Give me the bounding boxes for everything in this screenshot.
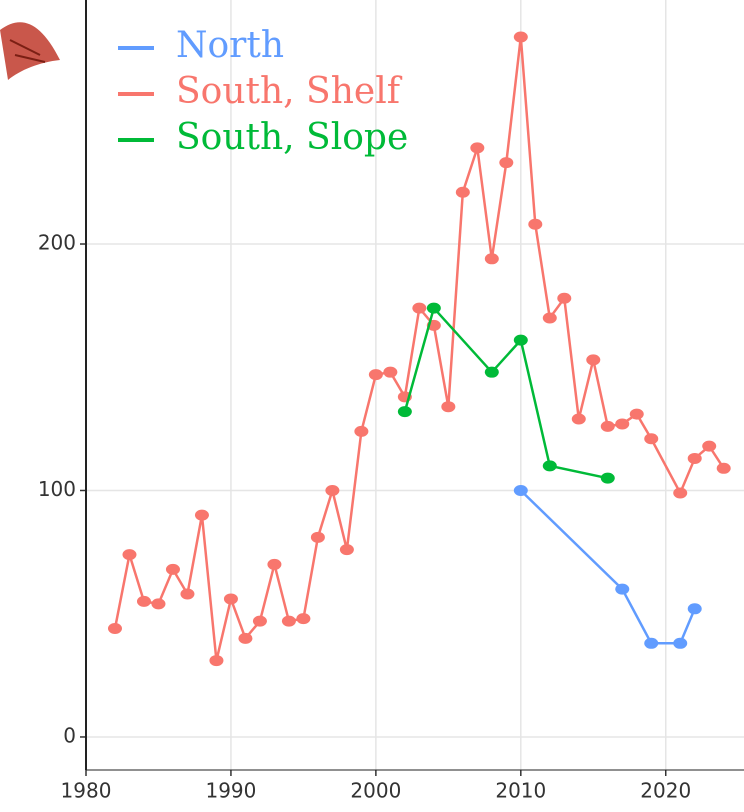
data-point [586, 354, 601, 366]
data-point [107, 623, 122, 635]
data-point [615, 583, 630, 595]
data-point [122, 549, 137, 561]
data-point [687, 452, 702, 464]
data-point [513, 31, 528, 43]
data-point [644, 433, 659, 445]
data-point [557, 292, 572, 304]
data-point [136, 595, 151, 607]
data-point [151, 598, 166, 610]
data-point [238, 632, 253, 644]
data-point [412, 302, 427, 314]
data-point [383, 366, 398, 378]
data-point [600, 472, 615, 484]
data-point [542, 460, 557, 472]
data-point [441, 401, 456, 413]
data-point [180, 588, 195, 600]
x-tick-label: 2020 [640, 779, 691, 803]
x-tick-label: 1980 [61, 779, 112, 803]
data-point [629, 408, 644, 420]
data-point [673, 487, 688, 499]
legend-label: South, Shelf [176, 71, 403, 112]
data-point [499, 157, 514, 169]
data-point [484, 366, 499, 378]
data-point [600, 420, 615, 432]
fish-icon [0, 22, 60, 80]
data-point [470, 142, 485, 154]
data-point [310, 531, 325, 543]
data-point [354, 425, 369, 437]
data-point [223, 593, 238, 605]
y-tick-label: 100 [38, 477, 76, 501]
data-point [571, 413, 586, 425]
data-point [252, 615, 267, 627]
data-point [542, 312, 557, 324]
data-point [165, 563, 180, 575]
plot-background [86, 0, 744, 770]
y-tick-label: 0 [63, 723, 76, 747]
data-point [673, 637, 688, 649]
data-point [296, 613, 311, 625]
x-tick-label: 1990 [205, 779, 256, 803]
data-point [426, 302, 441, 314]
data-point [281, 615, 296, 627]
data-point [194, 509, 209, 521]
data-point [513, 334, 528, 346]
legend-label: South, Slope [176, 117, 408, 158]
data-point [339, 544, 354, 556]
data-point [325, 484, 340, 496]
series-line [403, 305, 609, 480]
data-point [267, 558, 282, 570]
data-point [644, 637, 659, 649]
data-point [397, 406, 412, 418]
data-point [455, 186, 470, 198]
legend-label: North [176, 25, 284, 66]
data-point [528, 218, 543, 230]
data-point [368, 369, 383, 381]
data-point [484, 253, 499, 265]
y-tick-label: 200 [38, 231, 76, 255]
data-point [702, 440, 717, 452]
data-point [209, 655, 224, 667]
x-tick-label: 2010 [495, 779, 546, 803]
x-tick-label: 2000 [350, 779, 401, 803]
data-point [513, 484, 528, 496]
data-point [615, 418, 630, 430]
data-point [687, 603, 702, 615]
data-point [716, 462, 731, 474]
